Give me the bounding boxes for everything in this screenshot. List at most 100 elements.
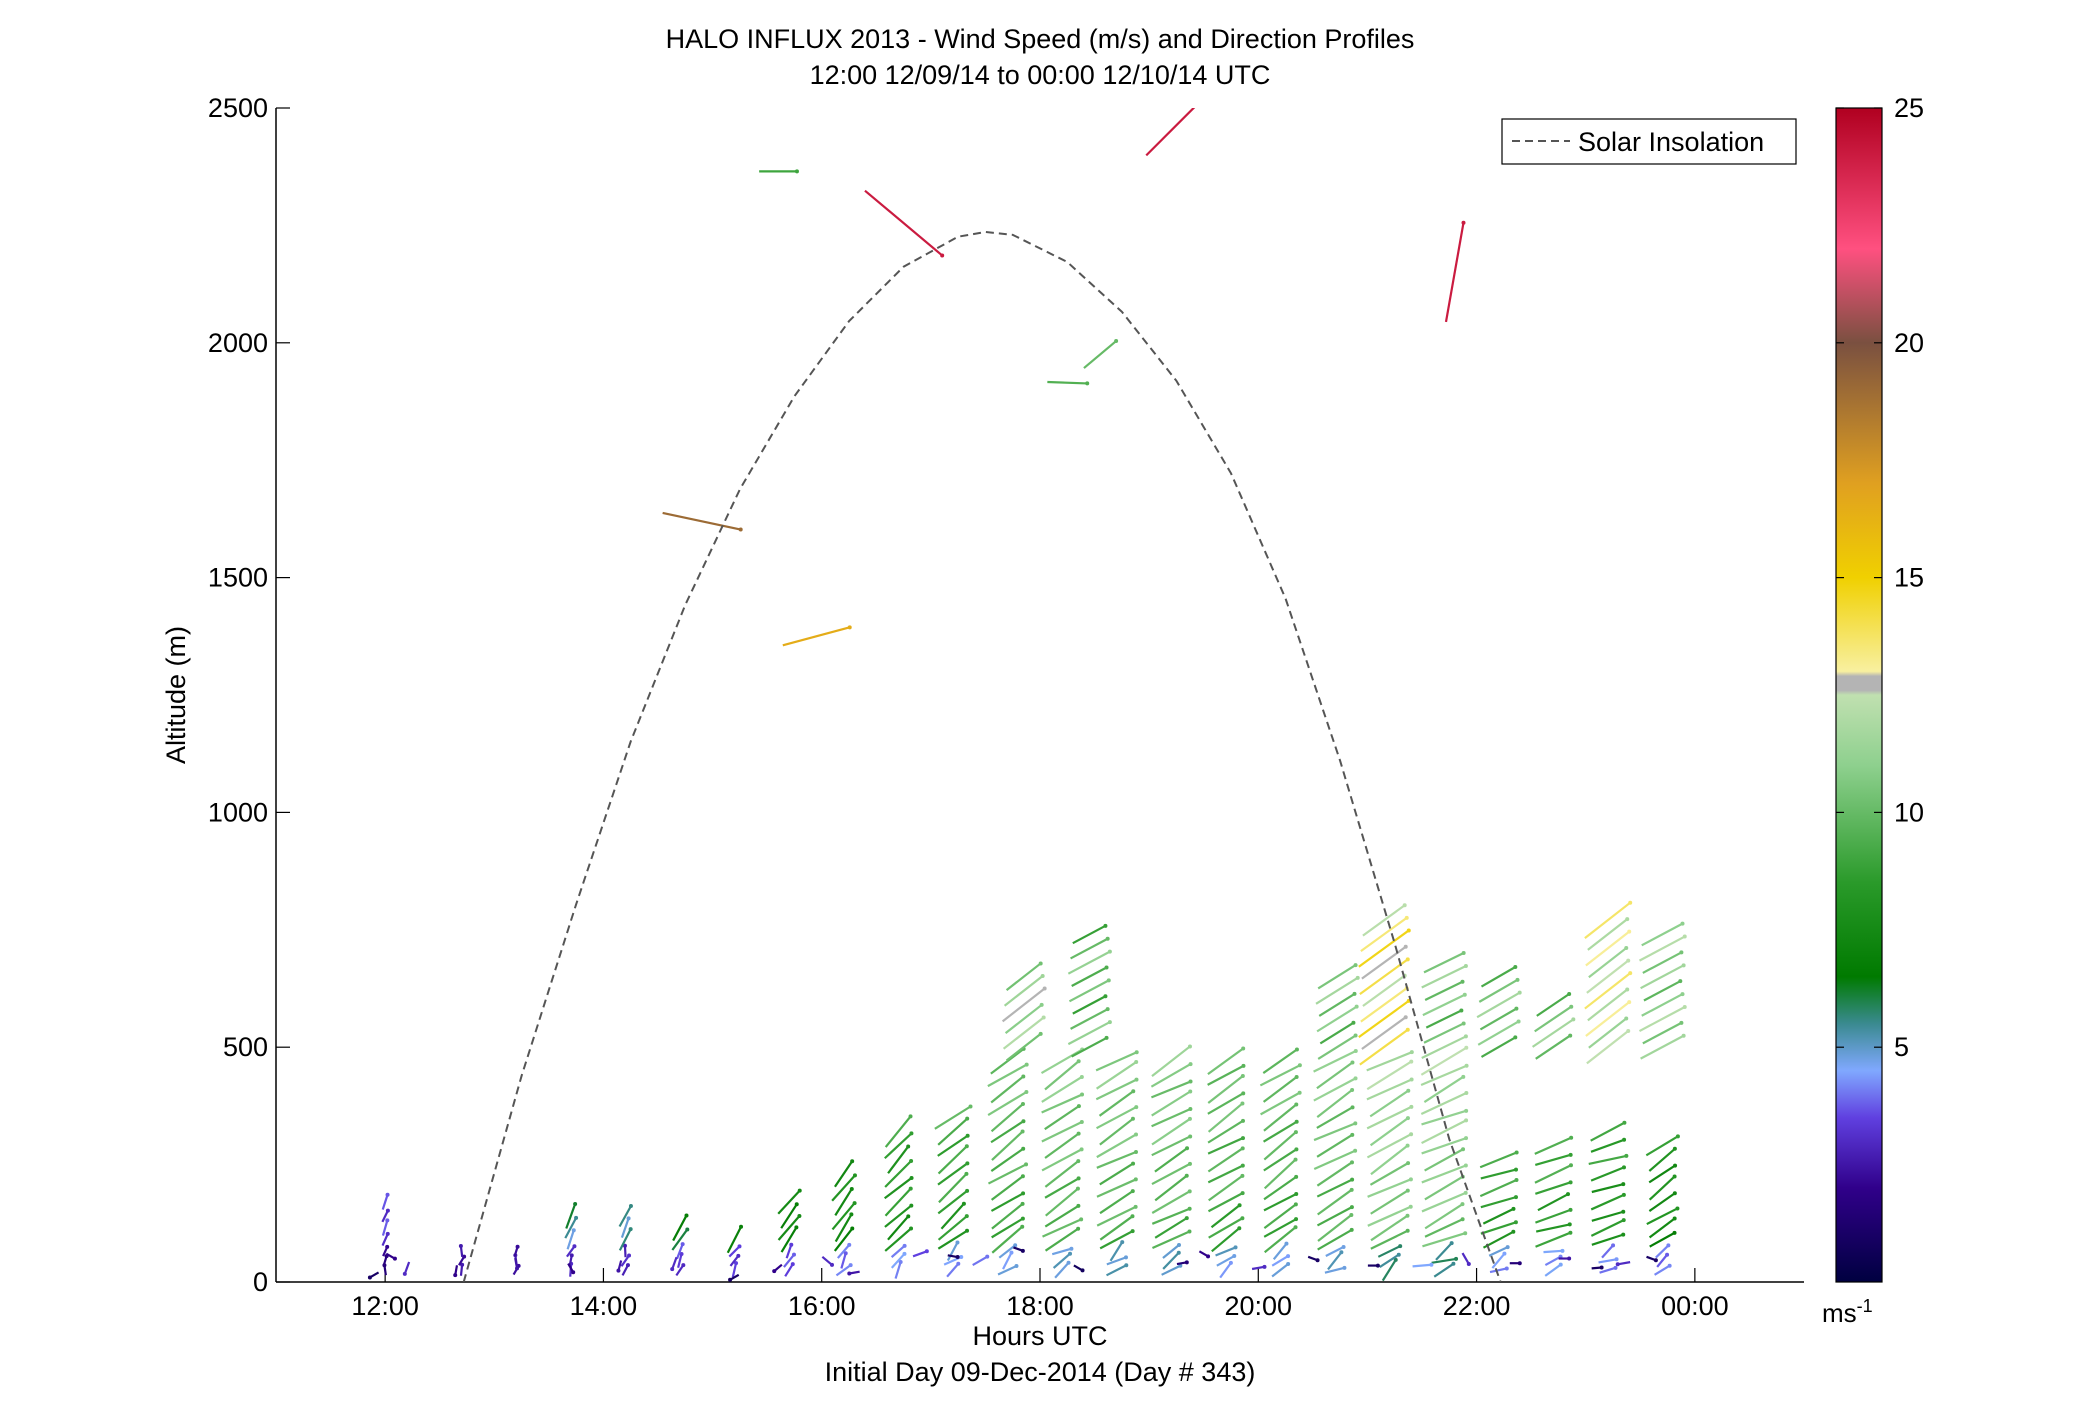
wind-vector-tail — [849, 1186, 854, 1191]
wind-vector — [1096, 1133, 1137, 1159]
wind-vector — [884, 1204, 913, 1228]
wind-vector-tail — [968, 1104, 973, 1109]
wind-vector-tail — [1350, 1087, 1355, 1092]
wind-vector — [833, 1227, 854, 1252]
wind-vector-surface-tail — [1206, 1254, 1211, 1259]
wind-vector — [1424, 1218, 1464, 1238]
wind-vector — [1420, 1046, 1467, 1076]
wind-vector-upper — [1424, 980, 1463, 1001]
wind-vector-tail — [458, 1244, 463, 1249]
wind-vector-surface — [1412, 1263, 1432, 1268]
wind-vector-upper — [1360, 916, 1408, 953]
wind-vector-upper-tail — [1107, 1020, 1112, 1025]
wind-vector — [1052, 1252, 1071, 1269]
wind-vector-tail — [1464, 1063, 1469, 1068]
wind-vector — [937, 1117, 968, 1146]
wind-vector-isolated-tail — [847, 625, 852, 630]
wind-vector-tail — [679, 1252, 684, 1257]
wind-vector — [675, 1264, 685, 1277]
wind-vector-tail — [1080, 1092, 1085, 1097]
wind-vector-surface-tail — [1615, 1262, 1620, 1267]
wind-vector — [1366, 1078, 1413, 1101]
wind-vector-tail — [1232, 1254, 1237, 1259]
wind-vector-surface — [912, 1250, 928, 1258]
wind-vector-tail — [627, 1253, 632, 1258]
wind-vector-isolated-tail — [940, 253, 945, 258]
x-ticks: 12:00 14:00 16:00 18:00 20:00 22:00 00:00 — [351, 1268, 1729, 1321]
wind-vector — [1601, 1244, 1614, 1259]
wind-vector-tail — [1130, 1229, 1135, 1234]
wind-vector-tail — [385, 1244, 390, 1249]
wind-vector-tail — [959, 1255, 964, 1260]
wind-vector-upper — [1005, 1033, 1042, 1062]
wind-vector-tail — [1240, 1136, 1245, 1141]
wind-vector-upper-tail — [1402, 903, 1407, 908]
wind-vector-tail — [1241, 1091, 1246, 1096]
y-tick-label: 0 — [253, 1267, 268, 1297]
wind-vector — [987, 1163, 1027, 1185]
wind-vector-tail — [1349, 1227, 1354, 1232]
wind-vector — [1041, 1093, 1083, 1114]
wind-vector-upper-tail — [1626, 958, 1631, 963]
wind-vector-tail — [1124, 1263, 1129, 1268]
wind-vector-tail — [1460, 1202, 1465, 1207]
wind-vector — [1054, 1262, 1070, 1279]
wind-vector — [831, 1202, 856, 1231]
wind-vector-tail — [909, 1203, 914, 1208]
wind-vector-upper — [1319, 1021, 1355, 1045]
wind-vector — [884, 1132, 913, 1160]
wind-vector-tail — [1568, 1163, 1573, 1168]
wind-vector — [1051, 1247, 1072, 1256]
wind-vector — [987, 1063, 1028, 1088]
wind-vector-surface-tail — [392, 1256, 397, 1261]
wind-vector-tail — [1076, 1226, 1081, 1231]
wind-vector-upper — [1005, 962, 1042, 991]
wind-vector-tail — [1021, 1191, 1026, 1196]
wind-vector-tail — [1188, 1134, 1193, 1139]
wind-vector-tail — [1353, 1148, 1358, 1153]
wind-vector-tail — [1672, 1230, 1677, 1235]
wind-vector-tail — [625, 1263, 630, 1268]
chart-subtitle: 12:00 12/09/14 to 00:00 12/10/14 UTC — [810, 60, 1271, 90]
wind-vector-upper-tail — [1351, 1020, 1356, 1025]
wind-vector — [1263, 1192, 1297, 1212]
wind-vector — [1271, 1263, 1289, 1278]
wind-vector — [1099, 1117, 1134, 1146]
colorbar-unit: ms-1 — [1822, 1296, 1873, 1328]
wind-vector-tail — [1187, 1161, 1192, 1166]
wind-vector — [1316, 1206, 1353, 1227]
wind-vector — [1599, 1266, 1616, 1274]
wind-vector-tail — [1176, 1242, 1181, 1247]
wind-vector — [1207, 1092, 1244, 1115]
wind-vector-tail — [734, 1261, 739, 1266]
wind-vector-upper-tail — [1679, 1020, 1684, 1025]
wind-vector — [1543, 1249, 1563, 1254]
wind-vector-upper — [1425, 1009, 1462, 1029]
plot-frame — [275, 108, 1804, 1283]
wind-vector — [1313, 1122, 1356, 1142]
wind-vector-surface-tail — [616, 1268, 621, 1273]
wind-vector — [381, 1194, 389, 1210]
wind-vector-upper — [1317, 1034, 1357, 1060]
wind-vector — [1262, 1076, 1298, 1103]
wind-vector-tail — [1294, 1217, 1299, 1222]
wind-vector-tail — [909, 1226, 914, 1231]
wind-vector-tail — [571, 1228, 576, 1233]
wind-vector — [1591, 1183, 1624, 1194]
wind-vector-upper — [1584, 972, 1631, 1010]
wind-vector-tail — [1294, 1102, 1299, 1107]
wind-vector-tail — [1464, 1108, 1469, 1113]
wind-vector — [884, 1187, 912, 1217]
legend-box — [1501, 118, 1797, 165]
wind-vector-tail — [1240, 1163, 1245, 1168]
wind-vector-tail — [1021, 1074, 1026, 1079]
wind-vector — [937, 1190, 968, 1215]
wind-vector-tail — [1339, 1250, 1344, 1255]
wind-vector-upper-tail — [1681, 1033, 1686, 1038]
wind-vector — [835, 1264, 852, 1277]
wind-vector-tail — [1514, 1167, 1519, 1172]
wind-vector-isolated — [662, 511, 741, 531]
wind-vector — [991, 1217, 1024, 1239]
wind-vector-upper-tail — [1624, 946, 1629, 951]
wind-vector-surface-tail — [1466, 1261, 1471, 1266]
